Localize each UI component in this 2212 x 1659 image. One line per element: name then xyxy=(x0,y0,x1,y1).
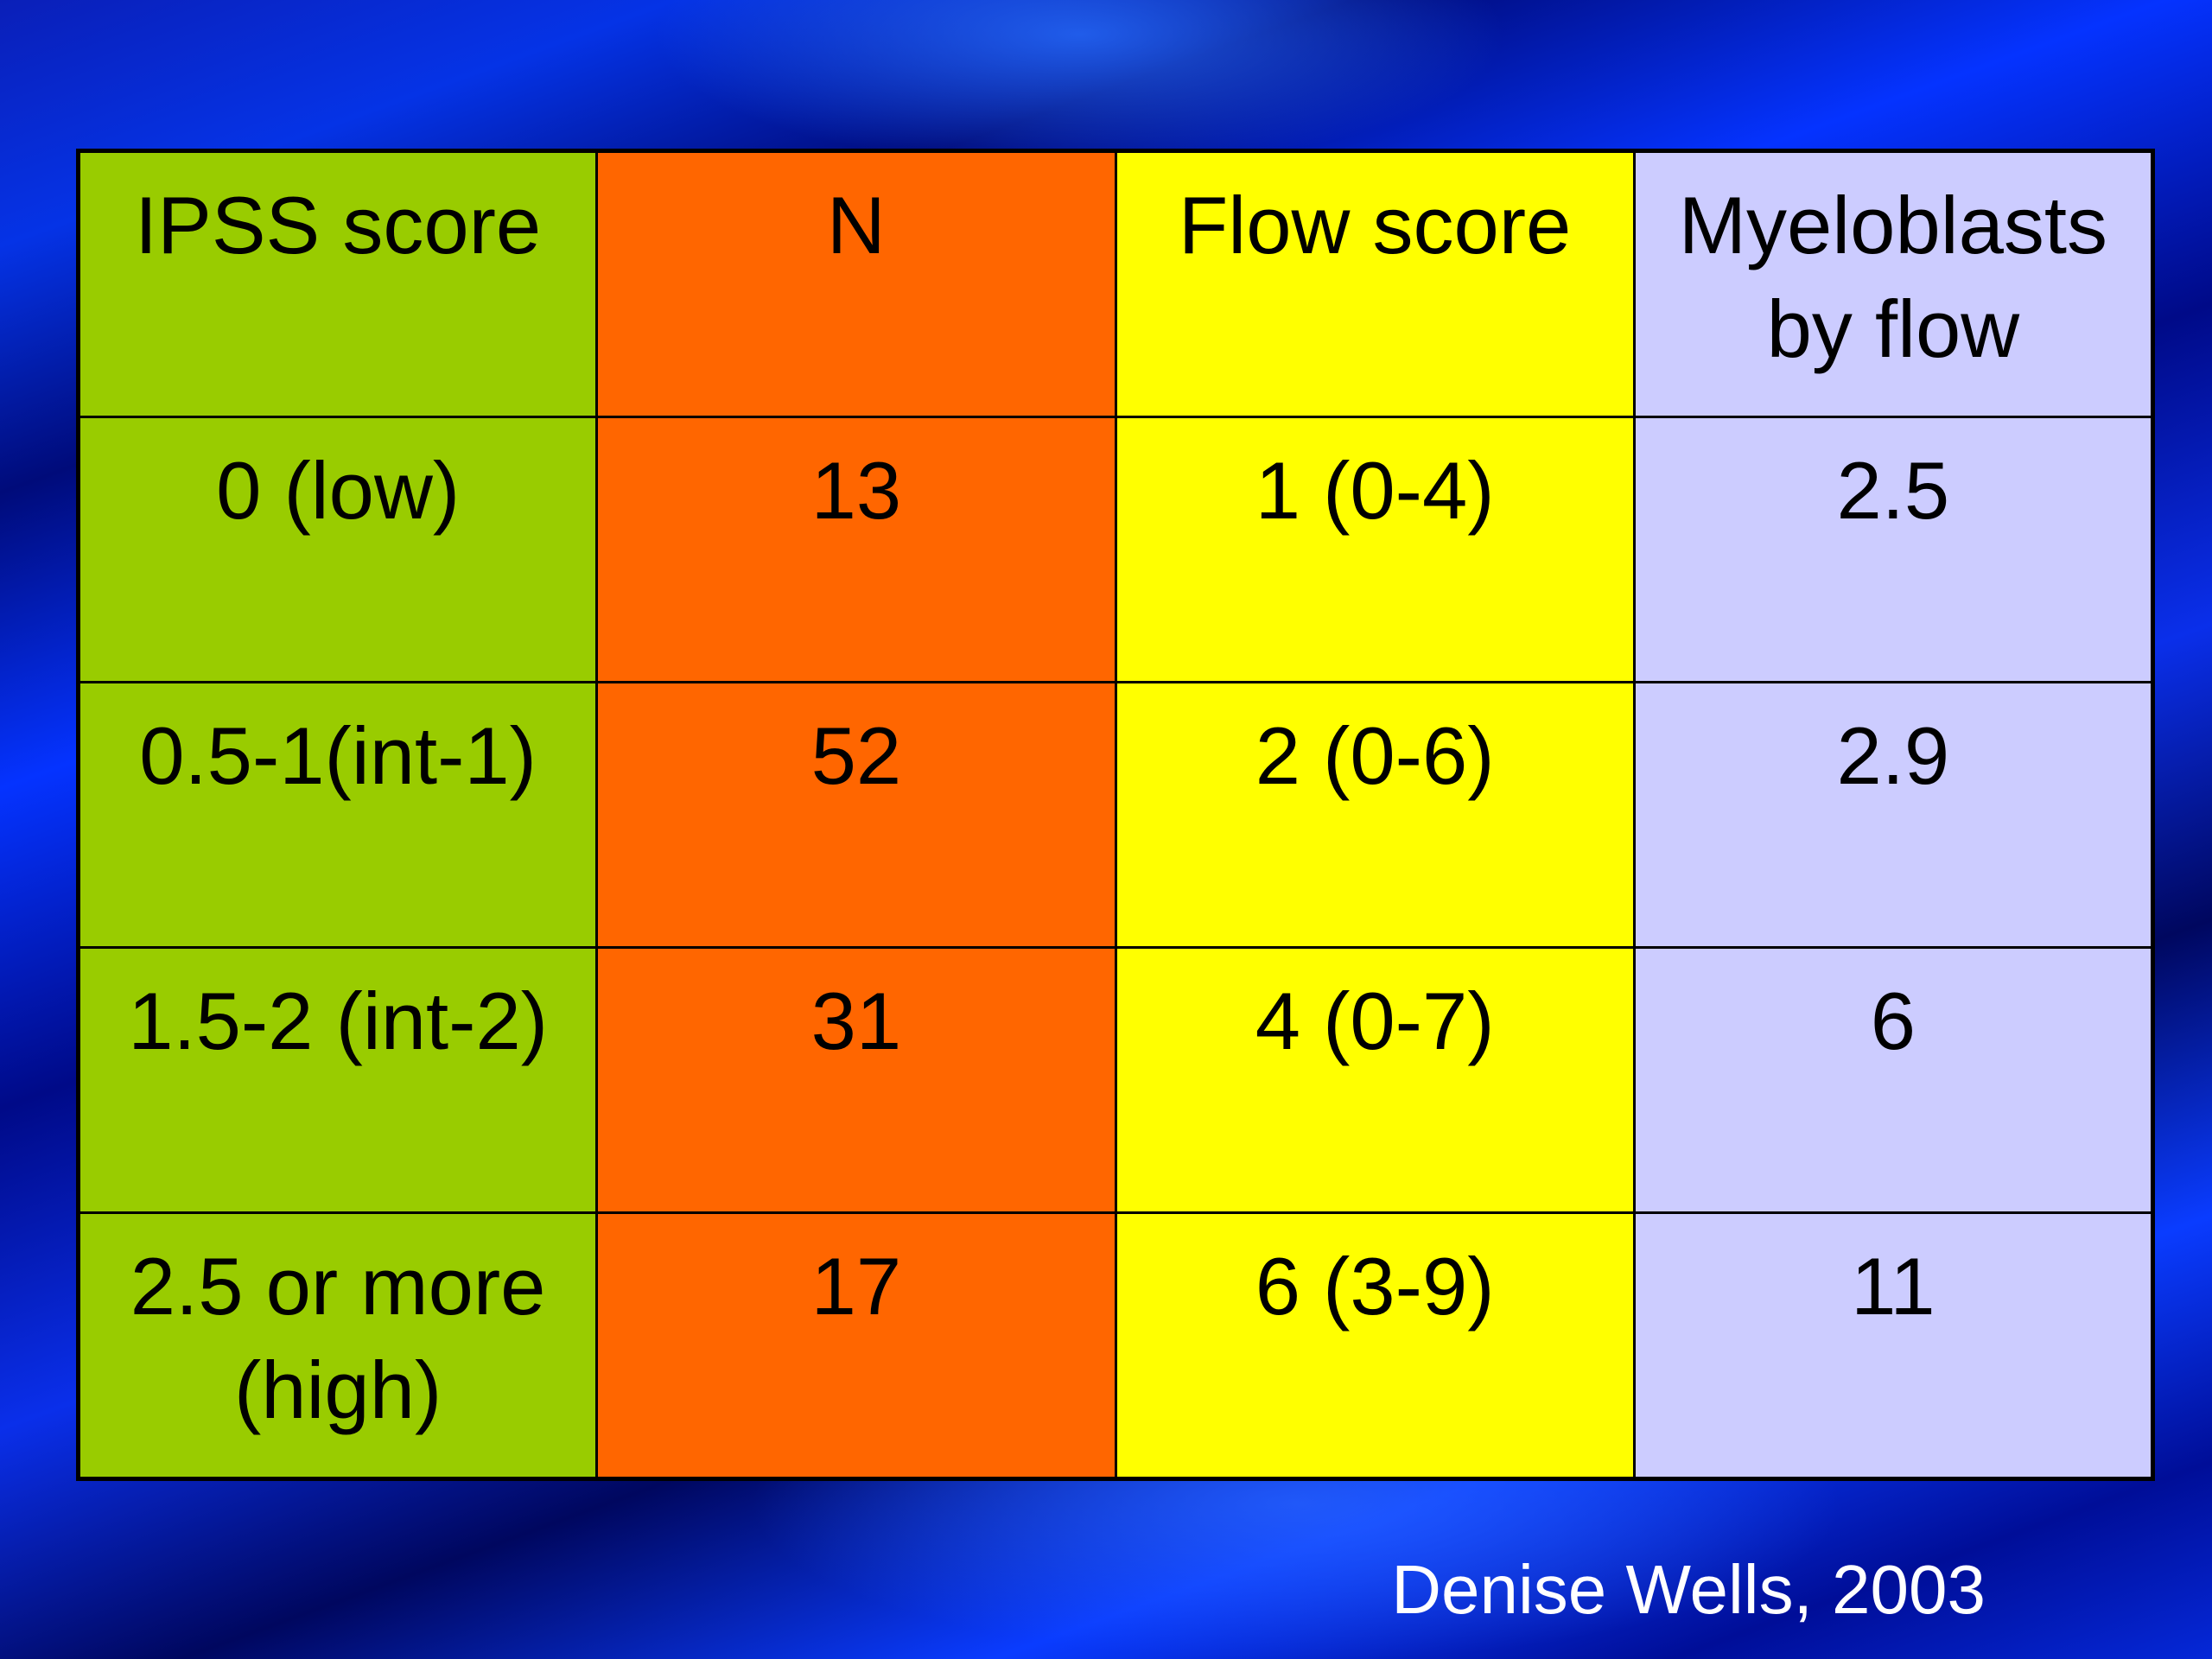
table-row: 0.5-1(int-1) 52 2 (0-6) 2.9 xyxy=(76,681,2155,949)
table-row: 2.5 or more (high) 17 6 (3-9) 11 xyxy=(76,1211,2155,1480)
table-row: 0 (low) 13 1 (0-4) 2.5 xyxy=(76,416,2155,683)
table-row: 1.5-2 (int-2) 31 4 (0-7) 6 xyxy=(76,946,2155,1214)
header-myeloblasts: Myeloblasts by flow xyxy=(1632,149,2155,418)
cell-n: 17 xyxy=(595,1211,1117,1480)
header-n: N xyxy=(595,149,1117,418)
cell-myeloblasts: 2.5 xyxy=(1632,416,2155,683)
cell-myeloblasts: 2.9 xyxy=(1632,681,2155,949)
cell-n: 52 xyxy=(595,681,1117,949)
cell-flow-score: 4 (0-7) xyxy=(1114,946,1636,1214)
cell-flow-score: 2 (0-6) xyxy=(1114,681,1636,949)
citation-text: Denise Wells, 2003 xyxy=(1391,1551,1986,1628)
table-header-row: IPSS score N Flow score Myeloblasts by f… xyxy=(76,149,2155,418)
cell-ipss-score: 0.5-1(int-1) xyxy=(76,681,599,949)
ipss-flow-table: IPSS score N Flow score Myeloblasts by f… xyxy=(76,149,2155,1481)
header-flow-score: Flow score xyxy=(1114,149,1636,418)
cell-ipss-score: 1.5-2 (int-2) xyxy=(76,946,599,1214)
cell-myeloblasts: 6 xyxy=(1632,946,2155,1214)
cell-flow-score: 1 (0-4) xyxy=(1114,416,1636,683)
cell-ipss-score: 0 (low) xyxy=(76,416,599,683)
cell-n: 31 xyxy=(595,946,1117,1214)
header-ipss-score: IPSS score xyxy=(76,149,599,418)
cell-ipss-score: 2.5 or more (high) xyxy=(76,1211,599,1480)
cell-flow-score: 6 (3-9) xyxy=(1114,1211,1636,1480)
cell-n: 13 xyxy=(595,416,1117,683)
cell-myeloblasts: 11 xyxy=(1632,1211,2155,1480)
